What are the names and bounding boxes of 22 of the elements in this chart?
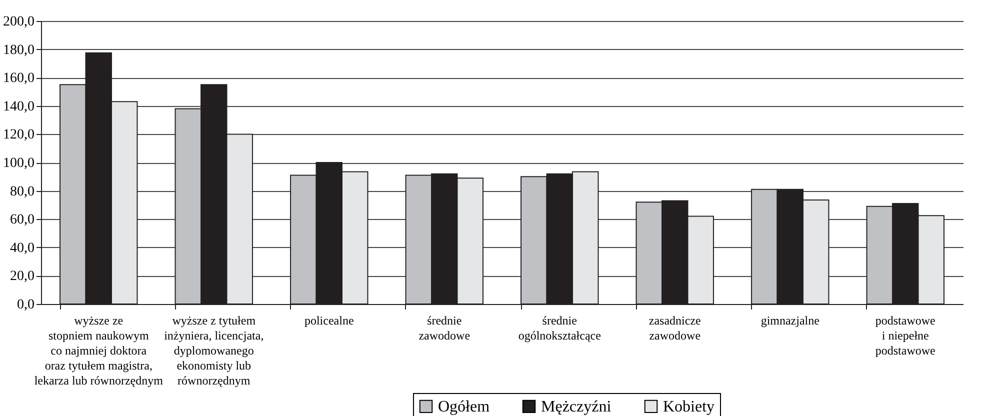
- x-tick-label: policealne: [304, 314, 354, 328]
- y-tick-label: 180,0: [3, 42, 34, 58]
- x-tick-label: podstawowe i niepełne podstawowe: [875, 314, 936, 358]
- y-tick-label: 100,0: [3, 156, 34, 171]
- y-tick-label: 200,0: [3, 14, 34, 30]
- x-tick-label: zasadnicze zawodowe: [648, 314, 701, 342]
- legend-label: Ogółem: [438, 398, 490, 416]
- y-tick-label: 40,0: [10, 240, 34, 256]
- y-tick-label: 140,0: [3, 99, 34, 114]
- y-tick-label: 20,0: [10, 269, 34, 284]
- legend-label: Mężczyźni: [541, 398, 612, 416]
- x-tick-label: średnie ogólnokształcące: [518, 314, 601, 342]
- y-tick-label: 60,0: [10, 212, 34, 228]
- x-tick-label: wyższe ze stopniem naukowym co najmniej doktora oraz tytułem magistra, lekarza lub równorzędnym: [34, 314, 164, 388]
- x-tick-label: gimnazjalne: [760, 314, 820, 328]
- legend-label: Kobiety: [663, 398, 715, 416]
- x-tick-label: wyższe z tytułem inżyniera, licencjata, dyplomowanego ekonomisty lub równorzędnym: [164, 314, 264, 388]
- y-tick-label: 0,0: [17, 298, 34, 312]
- x-tick-label: średnie zawodowe: [418, 314, 470, 342]
- y-tick-label: 120,0: [3, 128, 34, 143]
- y-tick-label: 80,0: [10, 184, 34, 200]
- y-tick-label: 160,0: [3, 71, 34, 86]
